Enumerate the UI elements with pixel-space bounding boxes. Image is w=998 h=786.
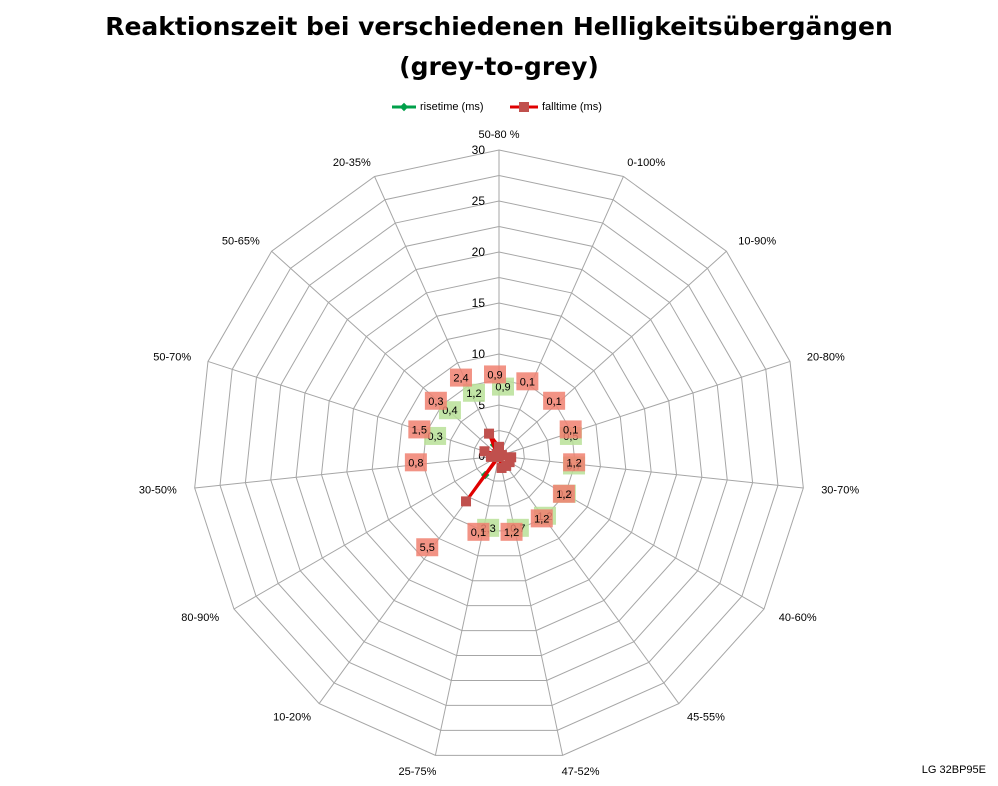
falltime-point — [461, 496, 472, 507]
legend-marker-falltime-icon — [510, 102, 538, 112]
falltime-data-label: 1,5 — [412, 424, 427, 436]
category-label: 50-70% — [153, 351, 191, 363]
falltime-label-bg — [404, 453, 427, 472]
category-label: 25-75% — [398, 766, 436, 778]
category-label: 0-100% — [627, 157, 665, 169]
grid-spoke — [233, 455, 500, 610]
risetime-label-bg — [462, 383, 485, 402]
category-label: 50-80 % — [479, 129, 520, 141]
falltime-data-label: 0,1 — [520, 376, 535, 388]
category-label: 47-52% — [562, 766, 600, 778]
grid-ring — [371, 327, 627, 582]
falltime-label-bg — [467, 522, 490, 541]
risetime-data-label: 1,2 — [466, 388, 481, 400]
falltime-data-label: 5,5 — [420, 542, 435, 554]
grid-spoke — [207, 360, 500, 457]
falltime-label-bg — [530, 509, 553, 528]
grid-spoke — [498, 455, 564, 756]
falltime-label-bg — [516, 372, 539, 391]
category-label: 20-80% — [807, 351, 845, 363]
falltime-data-label: 1,2 — [556, 489, 571, 501]
legend-item-risetime: risetime (ms) — [392, 101, 484, 113]
category-label: 45-55% — [687, 712, 725, 724]
falltime-label-bg — [484, 365, 506, 384]
grid-ring — [346, 302, 652, 607]
grid-spoke — [498, 455, 680, 704]
tick-label: 20 — [472, 245, 486, 259]
falltime-data-label: 0,3 — [428, 396, 443, 408]
tick-label: 25 — [472, 194, 486, 208]
category-label: 80-90% — [181, 612, 219, 624]
falltime-label-bg — [416, 538, 439, 557]
tick-label: 5 — [478, 398, 485, 412]
falltime-point — [485, 451, 496, 462]
risetime-data-label: 0,9 — [495, 382, 510, 394]
grid-spoke — [498, 455, 765, 610]
grid-ring — [194, 149, 804, 756]
grid-spoke — [498, 176, 624, 457]
category-label: 30-70% — [821, 485, 859, 497]
falltime-point — [479, 446, 490, 457]
falltime-data-label: 1,2 — [534, 513, 549, 525]
falltime-label-bg — [559, 420, 582, 439]
category-label: 40-60% — [779, 612, 817, 624]
grid-ring — [219, 174, 779, 731]
grid-ring — [295, 251, 703, 657]
falltime-data-label: 0,1 — [471, 527, 486, 539]
falltime-data-label: 0,1 — [563, 424, 578, 436]
grid-ring — [244, 200, 754, 706]
falltime-data-label: 1,2 — [566, 457, 581, 469]
chart-title-line1: Reaktionszeit bei verschiedenen Helligke… — [105, 12, 893, 41]
falltime-label-bg — [424, 391, 447, 410]
risetime-data-label: 0,3 — [427, 431, 442, 443]
chart-title-line2: (grey-to-grey) — [399, 52, 599, 81]
legend-label-risetime: risetime (ms) — [420, 101, 484, 113]
category-label: 50-65% — [222, 236, 260, 248]
legend-marker-risetime-icon — [392, 102, 416, 112]
falltime-data-label: 0,8 — [408, 457, 423, 469]
grid-ring — [397, 353, 601, 557]
grid-spoke — [498, 455, 804, 489]
grid-spoke — [271, 250, 500, 457]
category-label: 10-90% — [738, 236, 776, 248]
category-label: 30-50% — [139, 485, 177, 497]
grid-ring — [473, 429, 525, 482]
falltime-point — [494, 441, 504, 452]
tick-label: 30 — [472, 143, 486, 157]
falltime-point — [491, 448, 502, 459]
falltime-label-bg — [500, 522, 523, 541]
tick-label: 10 — [472, 347, 486, 361]
category-label: 10-20% — [273, 712, 311, 724]
falltime-data-label: 1,2 — [504, 527, 519, 539]
legend-label-falltime: falltime (ms) — [542, 101, 602, 113]
tick-label: 15 — [472, 296, 486, 310]
watermark-text: LG 32BP95E — [921, 764, 986, 776]
falltime-label-bg — [449, 368, 472, 387]
grid-ring — [447, 404, 551, 507]
grid-spoke — [434, 455, 500, 756]
falltime-data-label: 0,1 — [546, 396, 561, 408]
grid-spoke — [498, 250, 727, 457]
falltime-data-label: 2,4 — [453, 373, 468, 385]
falltime-point — [496, 462, 507, 473]
falltime-label-bg — [552, 484, 575, 503]
grid-spoke — [498, 360, 791, 457]
legend-item-falltime: falltime (ms) — [510, 101, 602, 113]
grid-spoke — [194, 455, 500, 489]
falltime-label-bg — [408, 420, 431, 439]
category-label: 20-35% — [333, 157, 371, 169]
falltime-label-bg — [563, 453, 586, 472]
falltime-point — [484, 428, 495, 439]
grid-ring — [320, 276, 678, 632]
falltime-data-label: 0,9 — [487, 369, 502, 381]
grid-spoke — [374, 176, 500, 457]
falltime-label-bg — [543, 391, 566, 410]
grid-ring — [270, 225, 728, 681]
